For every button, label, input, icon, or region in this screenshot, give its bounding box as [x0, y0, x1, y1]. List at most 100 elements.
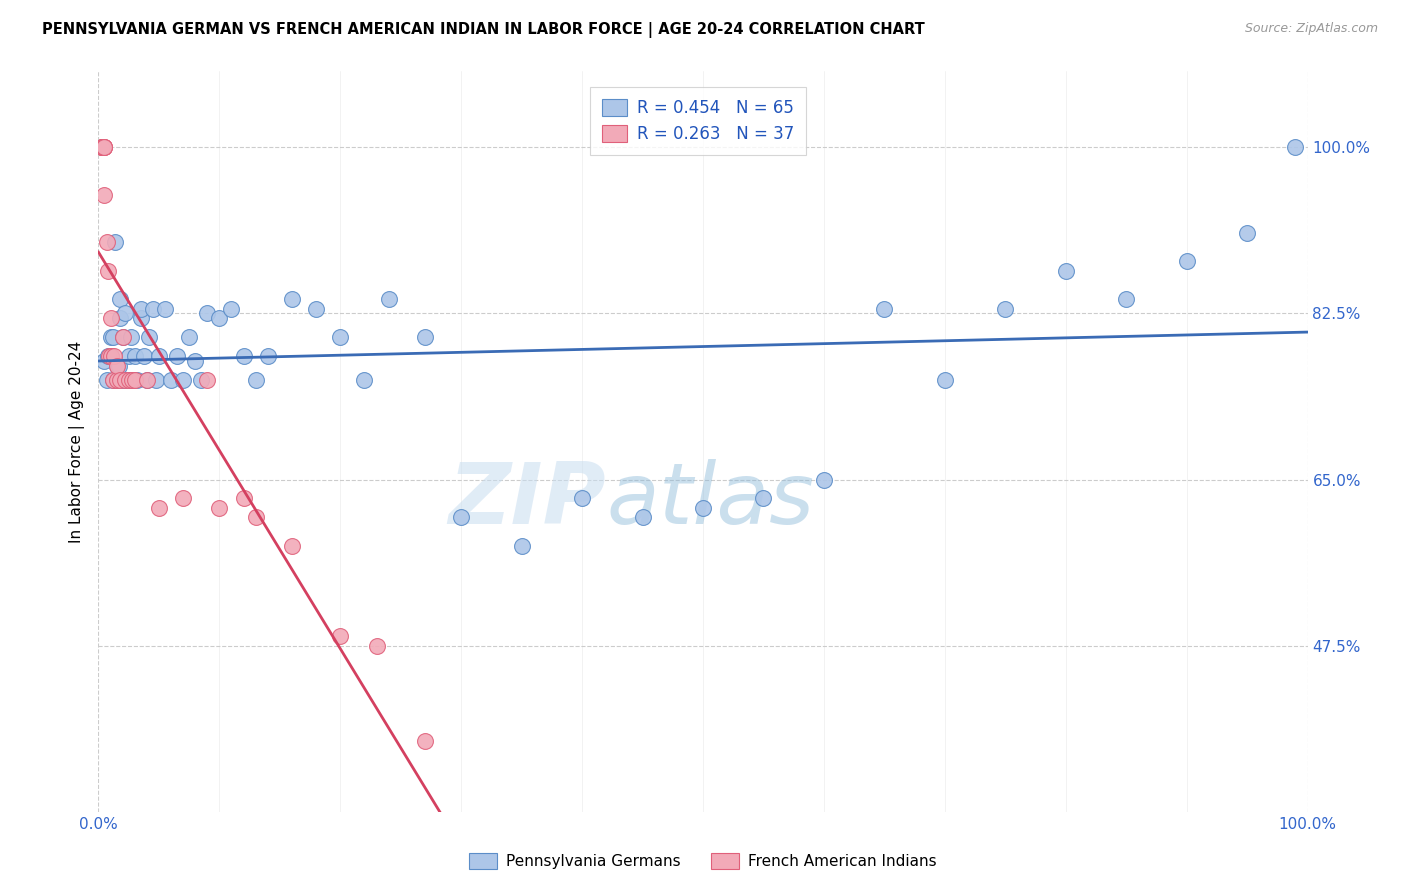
- Point: [108, 292, 131, 306]
- Point: [353, 373, 375, 387]
- Point: [1115, 292, 1137, 306]
- Point: [160, 373, 183, 387]
- Point: [135, 373, 157, 387]
- Point: [232, 349, 254, 363]
- Point: [934, 373, 956, 387]
- Point: [124, 349, 146, 363]
- Point: [100, 330, 122, 344]
- Point: [111, 330, 134, 344]
- Point: [105, 373, 128, 387]
- Point: [138, 330, 160, 344]
- Point: [91, 140, 114, 154]
- Point: [692, 500, 714, 515]
- Point: [148, 349, 170, 363]
- Point: [100, 349, 122, 363]
- Point: [413, 330, 436, 344]
- Y-axis label: In Labor Force | Age 20-24: In Labor Force | Age 20-24: [69, 341, 84, 542]
- Point: [208, 311, 231, 326]
- Point: [145, 373, 167, 387]
- Point: [91, 140, 114, 154]
- Point: [114, 373, 136, 387]
- Point: [91, 140, 114, 154]
- Point: [232, 491, 254, 506]
- Point: [105, 373, 128, 387]
- Point: [121, 373, 143, 387]
- Point: [124, 373, 146, 387]
- Point: [134, 349, 156, 363]
- Point: [104, 235, 127, 250]
- Point: [93, 140, 115, 154]
- Legend: Pennsylvania Germans, French American Indians: Pennsylvania Germans, French American In…: [464, 847, 942, 875]
- Point: [108, 359, 131, 373]
- Text: atlas: atlas: [606, 459, 814, 542]
- Text: PENNSYLVANIA GERMAN VS FRENCH AMERICAN INDIAN IN LABOR FORCE | AGE 20-24 CORRELA: PENNSYLVANIA GERMAN VS FRENCH AMERICAN I…: [42, 22, 925, 38]
- Point: [135, 373, 157, 387]
- Legend: R = 0.454   N = 65, R = 0.263   N = 37: R = 0.454 N = 65, R = 0.263 N = 37: [591, 87, 806, 155]
- Point: [221, 301, 243, 316]
- Point: [101, 330, 124, 344]
- Point: [105, 359, 128, 373]
- Point: [245, 373, 267, 387]
- Point: [329, 629, 352, 643]
- Point: [91, 140, 114, 154]
- Point: [172, 491, 194, 506]
- Point: [101, 373, 124, 387]
- Point: [305, 301, 328, 316]
- Point: [114, 306, 136, 320]
- Point: [256, 349, 278, 363]
- Point: [111, 330, 134, 344]
- Point: [129, 311, 152, 326]
- Point: [93, 187, 115, 202]
- Point: [510, 539, 533, 553]
- Point: [571, 491, 593, 506]
- Point: [97, 349, 120, 363]
- Point: [366, 639, 388, 653]
- Point: [100, 311, 122, 326]
- Point: [450, 510, 472, 524]
- Point: [631, 510, 654, 524]
- Point: [118, 373, 141, 387]
- Point: [195, 373, 218, 387]
- Point: [184, 354, 207, 368]
- Point: [108, 311, 131, 326]
- Point: [93, 354, 115, 368]
- Point: [120, 330, 142, 344]
- Point: [172, 373, 194, 387]
- Point: [179, 330, 201, 344]
- Point: [148, 500, 170, 515]
- Point: [190, 373, 212, 387]
- Point: [813, 473, 835, 487]
- Point: [96, 373, 118, 387]
- Point: [91, 140, 114, 154]
- Point: [121, 373, 143, 387]
- Point: [97, 263, 120, 277]
- Point: [100, 349, 122, 363]
- Point: [752, 491, 775, 506]
- Point: [118, 349, 141, 363]
- Point: [93, 140, 115, 154]
- Point: [103, 349, 125, 363]
- Point: [118, 373, 141, 387]
- Point: [195, 306, 218, 320]
- Point: [1236, 226, 1258, 240]
- Point: [129, 301, 152, 316]
- Text: ZIP: ZIP: [449, 459, 606, 542]
- Point: [153, 301, 176, 316]
- Point: [873, 301, 896, 316]
- Point: [1284, 140, 1306, 154]
- Point: [208, 500, 231, 515]
- Point: [108, 373, 131, 387]
- Point: [281, 292, 304, 306]
- Point: [281, 539, 304, 553]
- Text: Source: ZipAtlas.com: Source: ZipAtlas.com: [1244, 22, 1378, 36]
- Point: [98, 349, 121, 363]
- Point: [142, 301, 165, 316]
- Point: [1054, 263, 1077, 277]
- Point: [377, 292, 399, 306]
- Point: [994, 301, 1017, 316]
- Point: [93, 140, 115, 154]
- Point: [101, 373, 124, 387]
- Point: [111, 373, 134, 387]
- Point: [413, 733, 436, 747]
- Point: [96, 235, 118, 250]
